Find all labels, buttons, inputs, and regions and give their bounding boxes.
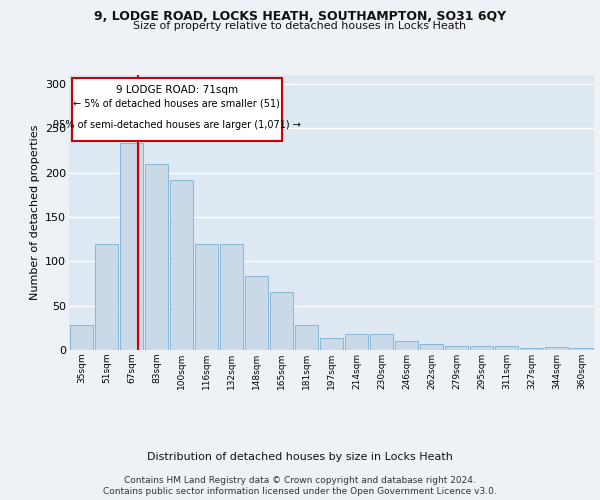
Y-axis label: Number of detached properties: Number of detached properties — [29, 125, 40, 300]
Bar — [145, 164, 168, 350]
Bar — [370, 334, 393, 350]
Bar — [395, 341, 418, 350]
Bar — [470, 346, 493, 350]
Bar — [445, 346, 468, 350]
Bar — [495, 346, 518, 350]
Text: Distribution of detached houses by size in Locks Heath: Distribution of detached houses by size … — [147, 452, 453, 462]
Bar — [570, 348, 593, 350]
Bar — [270, 292, 293, 350]
Text: ← 5% of detached houses are smaller (51): ← 5% of detached houses are smaller (51) — [73, 98, 280, 108]
Bar — [245, 276, 268, 350]
Bar — [295, 325, 318, 350]
Bar — [70, 325, 93, 350]
Bar — [220, 244, 243, 350]
Text: Contains public sector information licensed under the Open Government Licence v3: Contains public sector information licen… — [103, 487, 497, 496]
Bar — [170, 180, 193, 350]
Bar — [345, 334, 368, 350]
Bar — [195, 244, 218, 350]
Text: 9 LODGE ROAD: 71sqm: 9 LODGE ROAD: 71sqm — [116, 84, 238, 94]
Text: 95% of semi-detached houses are larger (1,071) →: 95% of semi-detached houses are larger (… — [53, 120, 301, 130]
FancyBboxPatch shape — [71, 78, 281, 141]
Bar — [120, 144, 143, 350]
Text: Contains HM Land Registry data © Crown copyright and database right 2024.: Contains HM Land Registry data © Crown c… — [124, 476, 476, 485]
Bar — [520, 348, 543, 350]
Text: Size of property relative to detached houses in Locks Heath: Size of property relative to detached ho… — [133, 21, 467, 31]
Bar — [320, 338, 343, 350]
Bar — [420, 344, 443, 350]
Bar — [545, 348, 568, 350]
Text: 9, LODGE ROAD, LOCKS HEATH, SOUTHAMPTON, SO31 6QY: 9, LODGE ROAD, LOCKS HEATH, SOUTHAMPTON,… — [94, 10, 506, 23]
Bar — [95, 244, 118, 350]
